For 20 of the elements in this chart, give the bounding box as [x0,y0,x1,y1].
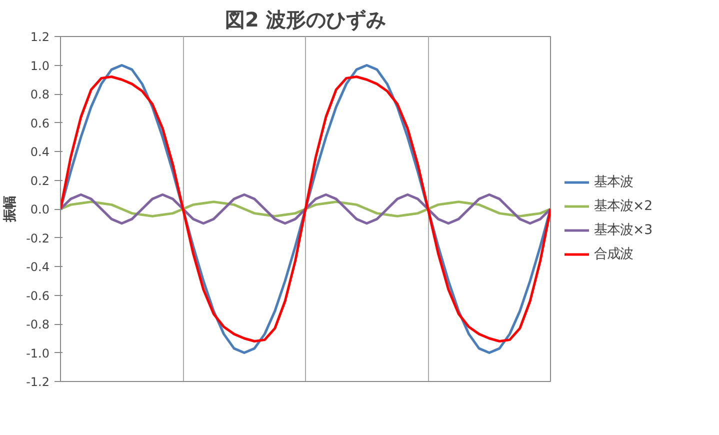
legend-label: 基本波×2 [594,198,653,215]
y-tick-label: -1.0 [26,346,50,360]
line-series [60,193,550,225]
y-tick-label: -0.8 [26,318,50,332]
chart-title: 図2 波形のひずみ [225,8,386,32]
y-axis-title: 振幅 [3,196,18,223]
y-tick-label: -0.4 [26,260,50,274]
y-tick-label: 0.6 [30,116,50,130]
y-tick-label: 1.0 [30,58,50,73]
legend-label: 基本波 [594,174,633,191]
y-tick-label: -0.2 [26,231,50,246]
legend-label: 基本波×3 [594,222,653,239]
legend-label: 合成波 [594,246,633,263]
y-tick-label: 0.4 [30,145,50,159]
y-tick-label: 0.8 [30,88,50,102]
y-tick-label: -0.6 [26,288,50,303]
y-tick-label: 0.0 [30,202,50,216]
y-tick-label: 1.2 [30,30,50,44]
y-tick-label: 0.2 [30,174,50,188]
y-tick-label: -1.2 [26,375,50,389]
